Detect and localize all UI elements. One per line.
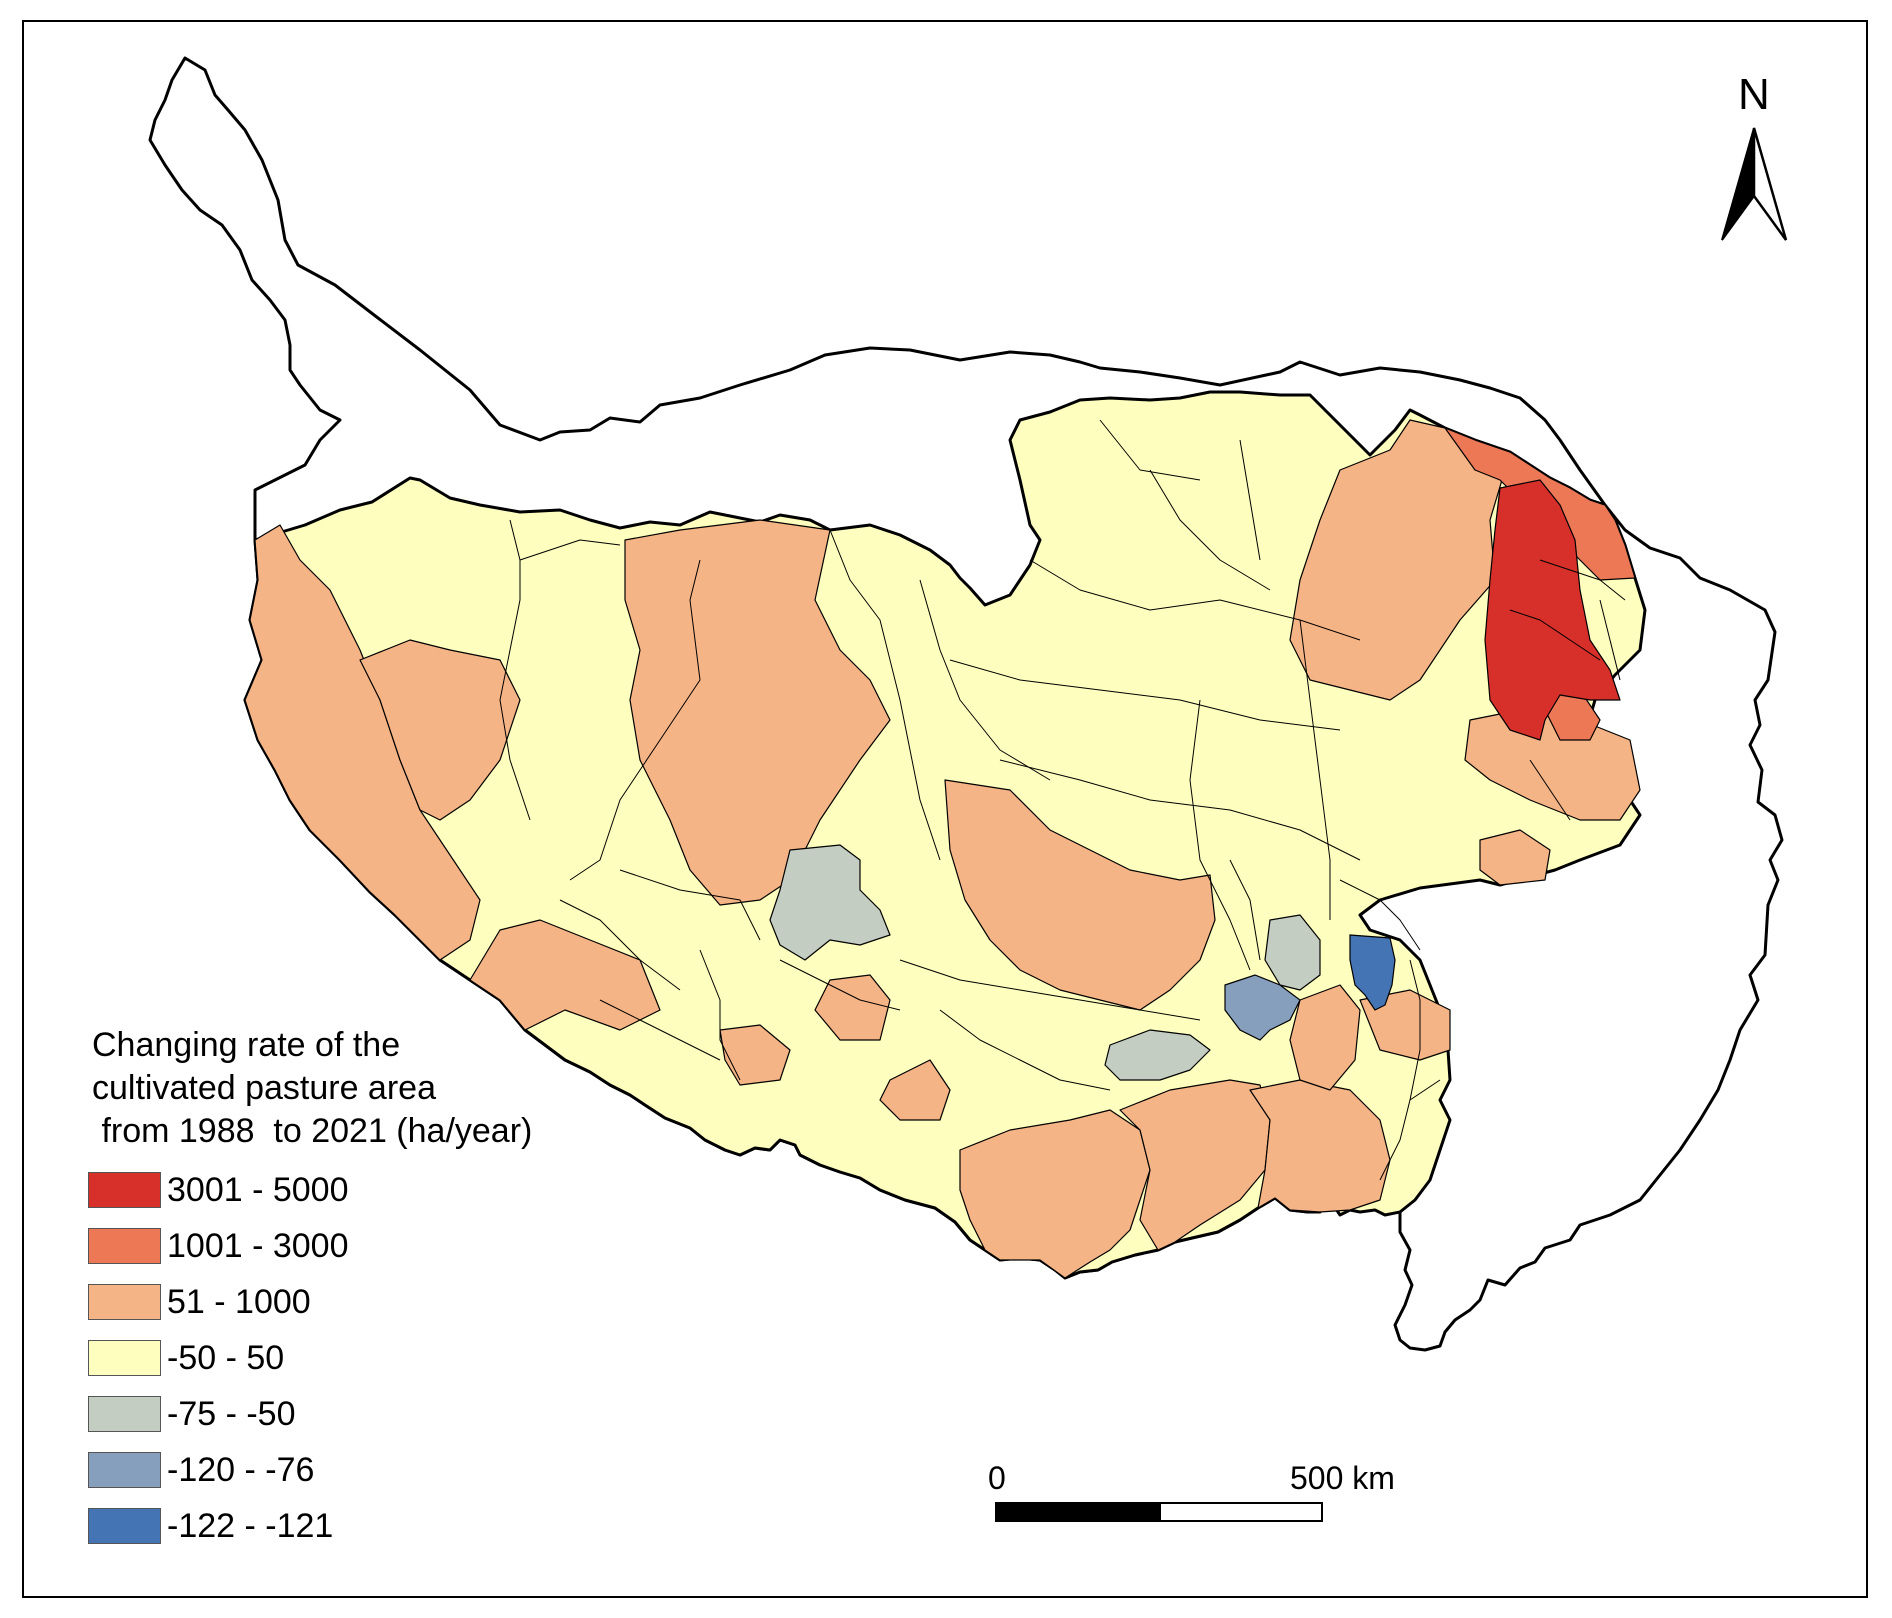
legend-title: Changing rate of the cultivated pasture … xyxy=(92,1026,533,1150)
legend-label: 51 - 1000 xyxy=(167,1282,311,1321)
legend-swatch xyxy=(88,1172,161,1208)
legend-label: -50 - 50 xyxy=(167,1338,285,1377)
class-neg120-neg76-districts xyxy=(1224,974,1301,1041)
district-west-2 xyxy=(359,639,521,821)
district-boundaries xyxy=(499,419,1626,1181)
legend-item: -75 - -50 xyxy=(88,1394,296,1434)
class-3001-5000-districts xyxy=(1484,479,1621,741)
legend-item: -50 - 50 xyxy=(88,1338,284,1378)
district-south-big-1 xyxy=(959,1109,1151,1279)
district-east-2 xyxy=(1359,989,1451,1061)
legend-swatch xyxy=(88,1508,161,1544)
class-51-1000-districts xyxy=(244,419,1641,1279)
scale-end-label: 500 km xyxy=(1290,1460,1395,1496)
legend-label: 3001 - 5000 xyxy=(167,1170,349,1209)
district-east-central xyxy=(1289,984,1361,1091)
legend-label: -122 - -121 xyxy=(167,1506,334,1545)
district-northeast xyxy=(1289,419,1506,701)
district-west-3 xyxy=(469,919,661,1031)
north-arrow-icon xyxy=(1721,127,1788,241)
district-central-small-2 xyxy=(719,1024,791,1086)
legend-label: 1001 - 3000 xyxy=(167,1226,349,1265)
legend-item: -120 - -76 xyxy=(88,1450,314,1490)
north-label: N xyxy=(1738,70,1770,119)
legend-swatch xyxy=(88,1340,161,1376)
scale-start-label: 0 xyxy=(988,1460,1006,1496)
legend-item: 51 - 1000 xyxy=(88,1282,311,1322)
legend-item: -122 - -121 xyxy=(88,1506,333,1546)
legend-swatch xyxy=(88,1284,161,1320)
district-south-big-3 xyxy=(1249,1079,1391,1213)
legend-label: -75 - -50 xyxy=(167,1394,296,1433)
district-northeast-3 xyxy=(1479,829,1551,886)
district-grey-2 xyxy=(1264,914,1321,991)
class-neg75-neg50-districts xyxy=(769,844,1321,1081)
district-central-small xyxy=(814,974,891,1041)
legend-swatch xyxy=(88,1396,161,1432)
district-ne-red xyxy=(1484,479,1621,741)
legend-item: 1001 - 3000 xyxy=(88,1226,349,1266)
class-neg122-neg121-districts xyxy=(1349,934,1396,1011)
legend-label: -120 - -76 xyxy=(167,1450,315,1489)
legend-swatch xyxy=(88,1452,161,1488)
district-grey-3 xyxy=(1104,1029,1211,1081)
district-blue-grey xyxy=(1224,974,1301,1041)
district-south-big-2 xyxy=(1119,1079,1271,1251)
district-grey-1 xyxy=(769,844,891,961)
legend-item: 3001 - 5000 xyxy=(88,1170,349,1210)
district-central-east xyxy=(944,779,1216,1011)
scale-bar xyxy=(995,1502,1323,1522)
district-blue xyxy=(1349,934,1396,1011)
legend-swatch xyxy=(88,1228,161,1264)
district-south-1 xyxy=(879,1059,951,1121)
